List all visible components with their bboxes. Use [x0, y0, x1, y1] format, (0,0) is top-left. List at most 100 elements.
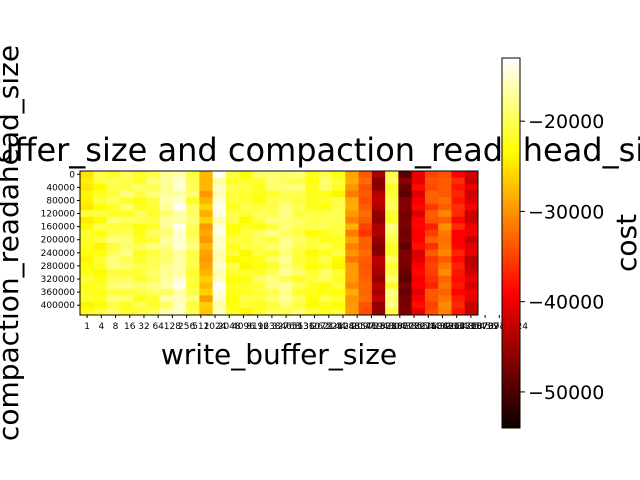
heatmap-cell [186, 262, 200, 270]
heatmap-cell [239, 295, 253, 303]
heatmap-cell [80, 236, 94, 244]
heatmap-cell [146, 301, 160, 309]
heatmap-cell [318, 295, 333, 303]
heatmap-cell [133, 295, 147, 303]
heatmap-cell [146, 184, 160, 192]
heatmap-cell [358, 256, 373, 264]
heatmap-cell [265, 203, 280, 211]
heatmap-cell [358, 203, 373, 211]
chart-title: write_buffer_size and compaction_readahe… [0, 131, 640, 169]
heatmap-cell [146, 269, 160, 277]
x-tick-label: 256 [178, 322, 195, 332]
heatmap-cell [133, 184, 147, 192]
heatmap-cell [371, 269, 386, 277]
heatmap-cell [80, 295, 94, 303]
heatmap-cell [159, 197, 174, 205]
heatmap-cell [451, 288, 466, 296]
y-tick-label: 240000 [41, 249, 76, 259]
heatmap-cell [358, 243, 373, 250]
heatmap-cell [279, 301, 293, 309]
heatmap-cell [371, 171, 386, 178]
heatmap-cell [279, 216, 293, 224]
heatmap-cell [371, 236, 386, 244]
heatmap-cell [411, 229, 426, 237]
heatmap-cell [93, 308, 107, 316]
heatmap-cell [318, 249, 333, 257]
heatmap-cell [239, 177, 253, 185]
heatmap-cell [385, 210, 399, 218]
heatmap-cell [345, 256, 359, 264]
y-ticks: 0 40000 80000 120000 160000 200000 240000 28000… [41, 170, 80, 311]
heatmap-cell [464, 249, 479, 257]
heatmap-cell [464, 308, 479, 316]
heatmap-cell [398, 295, 413, 303]
heatmap-cell [345, 269, 359, 277]
heatmap-cell [265, 223, 280, 231]
heatmap-cell [318, 236, 333, 244]
heatmap-cell [292, 203, 306, 211]
heatmap-cell [106, 197, 121, 205]
heatmap-cell [93, 223, 107, 231]
heatmap-cell [106, 229, 121, 237]
heatmap-cell [239, 229, 253, 237]
y-tick-label: 120000 [41, 210, 76, 220]
heatmap-cell [358, 216, 373, 224]
heatmap-cell [159, 249, 174, 257]
heatmap-cell [318, 197, 333, 205]
heatmap-cell [332, 223, 346, 231]
heatmap-cell [159, 275, 174, 283]
heatmap-cell [106, 282, 121, 290]
heatmap-cell [80, 308, 94, 316]
heatmap-cell [345, 301, 359, 309]
heatmap-cell [398, 262, 413, 270]
heatmap-cell [358, 288, 373, 296]
heatmap-cell [93, 177, 107, 185]
heatmap-cell [93, 210, 107, 218]
heatmap-cell [172, 243, 187, 250]
heatmap-cell [119, 275, 134, 283]
heatmap-cell [292, 229, 306, 237]
heatmap-cell [411, 282, 426, 290]
heatmap-cell [212, 171, 227, 178]
heatmap-cell [212, 301, 227, 309]
heatmap-cell [398, 288, 413, 296]
heatmap-cell [398, 203, 413, 211]
heatmap-cell [345, 203, 359, 211]
heatmap-cell [159, 203, 174, 211]
heatmap-cell [279, 223, 293, 231]
heatmap-cell [292, 249, 306, 257]
heatmap-cell [385, 256, 399, 264]
heatmap-cell [239, 275, 253, 283]
x-tick-label: 8388608 [380, 322, 420, 332]
x-tick-label: 16777216 [391, 322, 437, 332]
heatmap-cell [279, 295, 293, 303]
heatmap-cell [133, 282, 147, 290]
heatmap-cell [318, 288, 333, 296]
heatmap-cell [438, 190, 452, 198]
heatmap-cell [292, 184, 306, 192]
heatmap-cell [305, 223, 320, 231]
heatmap-cell [464, 269, 479, 277]
heatmap-cell [305, 203, 320, 211]
heatmap-cell [212, 269, 227, 277]
heatmap-cell [451, 269, 466, 277]
heatmap-cell [438, 184, 452, 192]
heatmap-cell [305, 171, 320, 178]
heatmap-cell [133, 262, 147, 270]
heatmap-cell [106, 308, 121, 316]
heatmap-cell [385, 301, 399, 309]
heatmap-cell [199, 216, 214, 224]
heatmap-cell [199, 243, 214, 250]
heatmap-cell [438, 249, 452, 257]
heatmap-cell [212, 243, 227, 250]
colorbar-tick-label: −50000 [528, 382, 604, 404]
heatmap-cell [398, 184, 413, 192]
heatmap-cell [385, 269, 399, 277]
heatmap-cell [119, 269, 134, 277]
heatmap-cell [332, 275, 346, 283]
heatmap-cell [332, 262, 346, 270]
heatmap-cell [212, 190, 227, 198]
heatmap-cell [358, 249, 373, 257]
colorbar-tick-label: −40000 [528, 292, 604, 314]
